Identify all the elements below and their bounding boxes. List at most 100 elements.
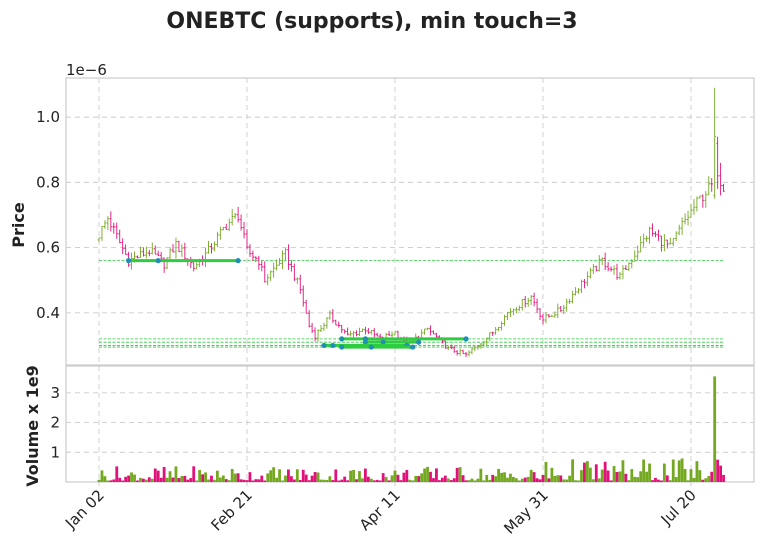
ohlc-bar — [479, 342, 483, 349]
volume-bar — [366, 476, 370, 482]
chart-title: ONEBTC (supports), min touch=3 — [166, 9, 577, 34]
volume-bar — [328, 476, 332, 482]
volume-bar — [307, 480, 311, 482]
ohlc-bar — [195, 262, 198, 270]
ohlc-bar — [269, 270, 272, 281]
ohlc-bar — [370, 330, 373, 335]
ohlc-bar — [343, 329, 346, 334]
volume-bar — [568, 475, 572, 482]
volume-bar — [198, 470, 202, 482]
ohlc-bar — [695, 196, 699, 212]
ohlc-bar — [192, 262, 196, 272]
volume-bar — [426, 466, 429, 482]
ohlc-bar — [686, 210, 690, 226]
volume-bar — [615, 472, 619, 482]
volume-bar — [523, 477, 527, 482]
ohlc-bar — [716, 136, 719, 189]
volume-bar — [133, 474, 136, 482]
volume-bar — [171, 477, 175, 482]
ohlc-bar — [207, 240, 210, 254]
volume-bar — [476, 478, 480, 482]
ohlc-bar — [349, 330, 352, 337]
ohlc-bar — [704, 191, 708, 208]
volume-bar — [420, 473, 424, 482]
volume-bar — [662, 463, 666, 482]
ohlc-bar — [541, 313, 545, 325]
volume-bar — [710, 471, 714, 482]
volume-bar — [435, 468, 438, 482]
support-lines — [99, 260, 724, 348]
volume-bar — [239, 479, 243, 482]
ohlc-bar — [115, 222, 119, 239]
ohlc-bar — [660, 235, 663, 252]
ohlc-bar — [520, 298, 524, 311]
volume-bar — [520, 478, 524, 482]
ohlc-bar — [565, 298, 568, 312]
support-touch-point — [380, 339, 386, 345]
price-scale-note: 1e−6 — [66, 61, 107, 79]
price-panel: 0.4 0.6 0.8 1.0 1e−6 Price — [9, 61, 755, 366]
volume-bar — [352, 470, 355, 482]
volume-bar — [295, 469, 299, 482]
volume-bar — [390, 475, 394, 482]
volume-bar — [556, 475, 560, 482]
ohlc-bar — [553, 311, 557, 318]
ohlc-bar — [444, 340, 447, 349]
ohlc-bar — [645, 235, 648, 243]
ohlc-bar — [121, 238, 124, 255]
volume-bar — [630, 469, 634, 482]
price-y-tick-labels: 0.4 0.6 0.8 1.0 — [36, 108, 60, 322]
ohlc-bar — [230, 208, 234, 226]
volume-bar — [657, 479, 660, 482]
volume-bar — [343, 476, 347, 482]
ohlc-bar — [319, 325, 323, 333]
ohlc-bar — [577, 288, 580, 294]
volume-bar — [683, 468, 687, 482]
volume-bar — [144, 479, 148, 482]
volume-bar — [248, 472, 252, 482]
volume-bar — [692, 477, 696, 482]
volume-bar — [674, 477, 678, 482]
ohlc-bar — [538, 308, 542, 320]
x-tick-label: May 31 — [500, 486, 552, 538]
volume-bar — [156, 470, 160, 482]
volume-bar — [642, 459, 646, 482]
volume-bar — [719, 465, 722, 482]
volume-bar — [387, 480, 391, 482]
volume-bar — [213, 479, 216, 482]
ohlc-bar — [689, 204, 693, 218]
volume-bar — [227, 480, 231, 482]
ohlc-bar — [494, 327, 497, 335]
ohlc-bar — [307, 310, 311, 328]
volume-bar — [429, 471, 432, 482]
volume-bar — [408, 479, 412, 482]
volume-bar — [245, 480, 249, 482]
ohlc-bar — [532, 292, 536, 307]
ohlc-bar — [618, 272, 622, 280]
volume-bar — [440, 477, 444, 482]
ohlc-bar — [293, 263, 296, 282]
ohlc-bar — [529, 295, 533, 306]
volume-bar — [322, 479, 326, 482]
volume-bar — [464, 480, 468, 482]
volume-bar — [586, 461, 589, 482]
volume-bar — [298, 479, 302, 482]
volume-bar — [136, 480, 139, 482]
volume-bar — [233, 473, 237, 482]
volume-bar — [562, 479, 566, 482]
ohlc-bar — [254, 256, 258, 263]
ohlc-bar — [281, 250, 284, 270]
ohlc-bar — [559, 306, 563, 313]
volume-y-tick-label: 2 — [50, 414, 60, 432]
ohlc-bar — [224, 223, 228, 230]
ohlc-bar — [219, 226, 222, 240]
volume-bar — [204, 472, 207, 482]
volume-bar — [142, 478, 145, 482]
volume-bar — [446, 478, 450, 482]
volume-bar — [550, 467, 554, 482]
volume-bar — [722, 474, 725, 482]
volume-bar — [393, 470, 397, 482]
ohlc-bar — [461, 349, 465, 355]
volume-bar — [165, 477, 169, 482]
ohlc-bar — [500, 321, 503, 331]
